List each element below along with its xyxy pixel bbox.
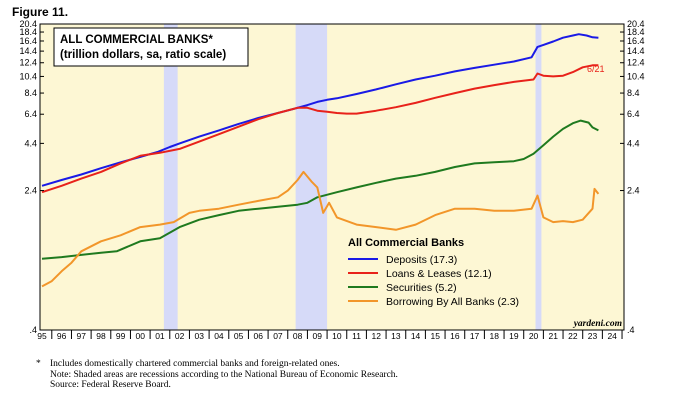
x-tick-label: 21 xyxy=(548,331,558,341)
x-tick-label: 95 xyxy=(37,331,47,341)
legend-label: Loans & Leases (12.1) xyxy=(386,268,492,280)
y-tick-label: 2.4 xyxy=(627,186,640,196)
x-tick-label: 09 xyxy=(313,331,323,341)
x-tick-label: 20 xyxy=(529,331,539,341)
legend-label: Borrowing By All Banks (2.3) xyxy=(386,296,519,308)
x-axis: 95 96 97 98 99 00 01 02 03 04 05 06 07 08 09 10 11 12 13 14… xyxy=(37,330,623,341)
y-tick-label: 16.4 xyxy=(19,36,37,46)
x-tick-label: 99 xyxy=(116,331,126,341)
series-line xyxy=(41,170,600,288)
x-tick-label: 11 xyxy=(352,331,361,341)
x-tick-label: 08 xyxy=(293,331,303,341)
x-tick-label: 14 xyxy=(411,331,421,341)
legend-label: Deposits (17.3) xyxy=(386,254,457,266)
y-tick-label: 8.4 xyxy=(627,88,640,98)
watermark: yardeni.com xyxy=(573,319,622,329)
x-tick-label: 05 xyxy=(234,331,244,341)
y-tick-label: 8.4 xyxy=(24,88,37,98)
chart-title: ALL COMMERCIAL BANKS* xyxy=(60,34,213,46)
x-tick-label: 01 xyxy=(155,331,165,341)
series-lines xyxy=(41,33,600,288)
recession-shading xyxy=(163,24,542,330)
y-tick-label: 10.4 xyxy=(19,71,37,81)
x-tick-label: 10 xyxy=(332,331,342,341)
y-axis-right: 20.418.416.414.4 12.4 10.4 8.4 6.4 4.4 2.4 .4 xyxy=(620,19,645,335)
figure-label: Figure 11. xyxy=(12,5,69,19)
x-tick-label: 18 xyxy=(489,331,499,341)
footnote-text: Includes domestically chartered commerci… xyxy=(50,359,340,369)
x-tick-label: 07 xyxy=(273,331,283,341)
title-box: ALL COMMERCIAL BANKS* (trillion dollars,… xyxy=(53,27,249,67)
x-tick-label: 96 xyxy=(57,331,67,341)
y-tick-label: 2.4 xyxy=(24,186,37,196)
series-line xyxy=(41,119,599,260)
x-tick-label: 16 xyxy=(450,331,460,341)
y-tick-label: 6.4 xyxy=(24,109,37,119)
y-tick-label: 18.4 xyxy=(19,27,37,37)
y-tick-label: 18.4 xyxy=(627,27,645,37)
footnote-line: Note: Shaded areas are recessions accord… xyxy=(50,369,398,380)
y-tick-label: 12.4 xyxy=(19,58,37,68)
y-tick-label: 4.4 xyxy=(24,138,37,148)
legend-label: Securities (5.2) xyxy=(386,282,457,294)
plot-area xyxy=(40,24,624,330)
x-tick-label: 23 xyxy=(588,331,598,341)
y-tick-label: 6.4 xyxy=(627,109,640,119)
y-tick-label: 12.4 xyxy=(627,58,645,68)
x-tick-label: 03 xyxy=(195,331,205,341)
x-tick-label: 97 xyxy=(77,331,87,341)
x-tick-label: 04 xyxy=(214,331,224,341)
chart-subtitle: (trillion dollars, sa, ratio scale) xyxy=(60,49,226,61)
footnotes: * Includes domestically chartered commerc… xyxy=(36,359,398,391)
y-axis-left: 20.418.416.414.4 12.4 10.4 8.4 6.4 4.4 2.4 .4 xyxy=(19,19,44,335)
plot-frame xyxy=(39,23,625,331)
footnote-marker: * xyxy=(36,359,41,369)
recession-band xyxy=(163,24,178,330)
y-tick-label: 4.4 xyxy=(627,138,640,148)
x-tick-label: 00 xyxy=(136,331,146,341)
x-tick-label: 22 xyxy=(568,331,578,341)
footnote-line: * Includes domestically chartered commerc… xyxy=(36,359,398,370)
x-tick-label: 19 xyxy=(509,331,519,341)
series-annotation: 6/21 xyxy=(587,64,605,74)
x-tick-label: 02 xyxy=(175,331,185,341)
y-tick-label: 10.4 xyxy=(627,71,645,81)
x-tick-label: 12 xyxy=(372,331,382,341)
x-tick-label: 24 xyxy=(607,331,617,341)
y-tick-label: 14.4 xyxy=(627,46,645,56)
x-tick-label: 13 xyxy=(391,331,401,341)
y-tick-label: 20.4 xyxy=(19,19,37,29)
legend-title: All Commercial Banks xyxy=(348,237,464,249)
y-tick-label: 16.4 xyxy=(627,36,645,46)
y-tick-label: .4 xyxy=(627,325,635,335)
y-tick-label: 14.4 xyxy=(19,46,37,56)
footnote-line: Source: Federal Reserve Board. xyxy=(50,380,171,390)
x-tick-label: 06 xyxy=(254,331,264,341)
x-tick-label: 98 xyxy=(96,331,106,341)
series-line xyxy=(41,33,599,187)
legend: All Commercial Banks Deposits (17.3) Loan… xyxy=(348,237,519,308)
recession-band xyxy=(535,24,542,330)
series-line xyxy=(41,64,599,194)
x-tick-label: 15 xyxy=(430,331,440,341)
x-tick-label: 17 xyxy=(470,331,480,341)
y-tick-label: .4 xyxy=(29,325,37,335)
y-tick-label: 20.4 xyxy=(627,19,645,29)
